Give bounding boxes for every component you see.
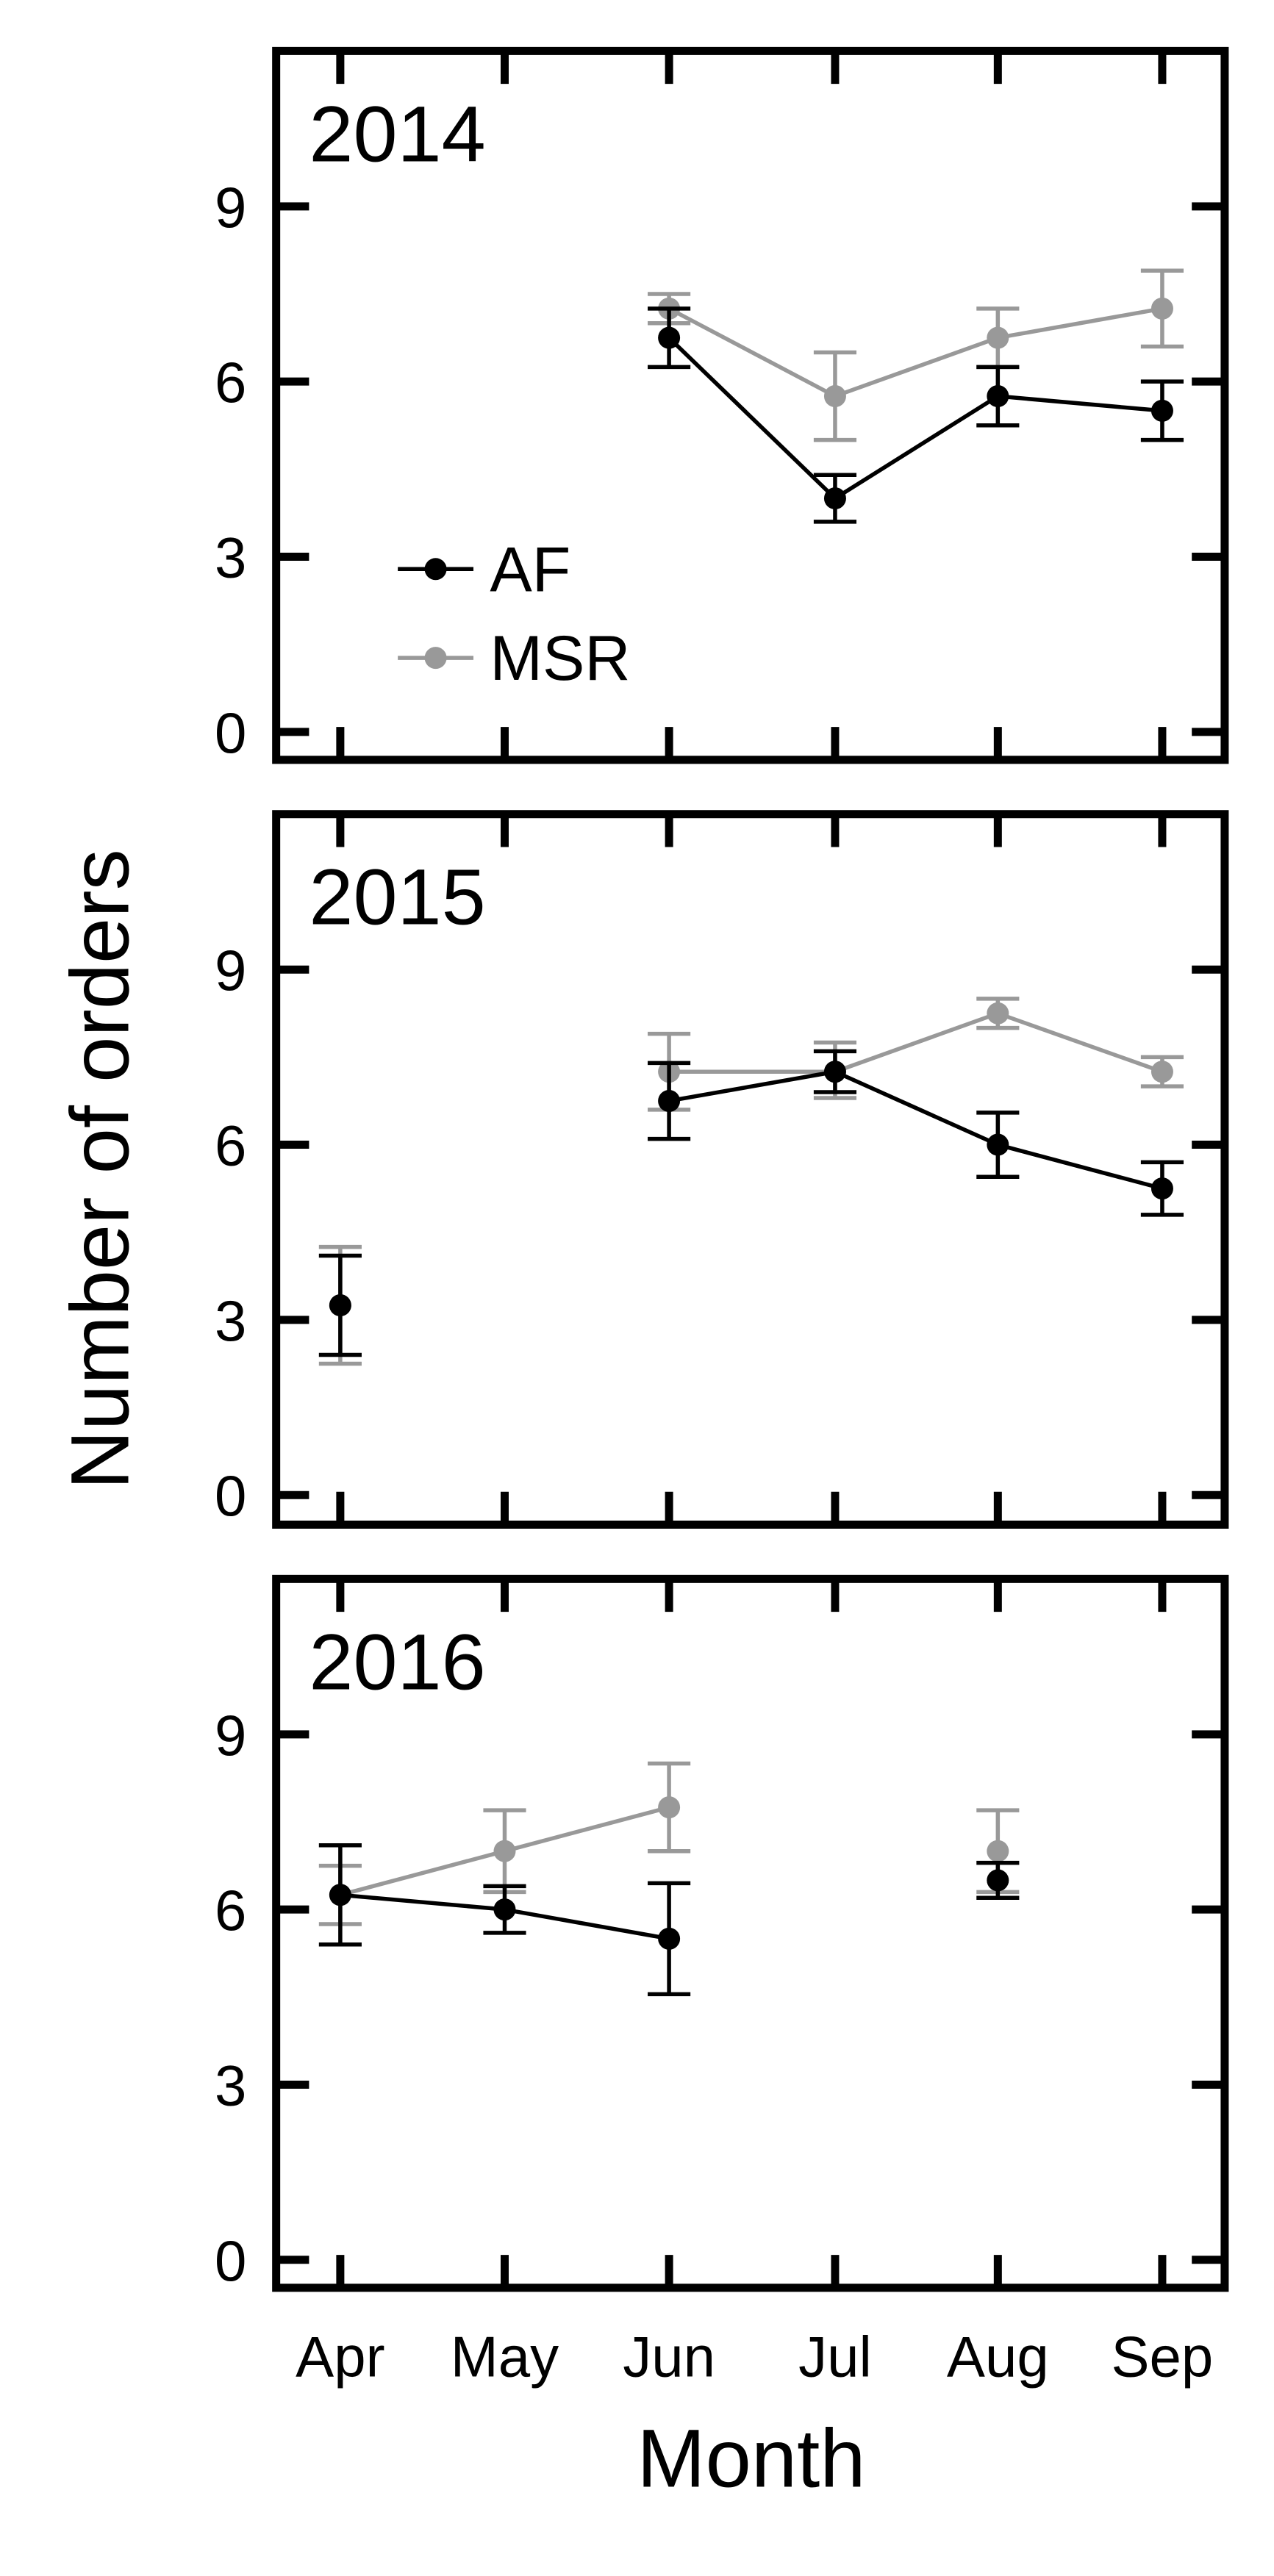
series-line-segment (997, 1142, 1163, 1191)
y-tick-label: 6 (215, 1113, 246, 1178)
data-point (658, 1089, 681, 1112)
data-point (823, 1061, 846, 1083)
series-line-segment (504, 1805, 670, 1854)
data-point (1150, 297, 1173, 320)
panel-2014: 0 3 6 9 2014 AF MSR (215, 46, 1229, 765)
y-tick-label: 0 (215, 700, 246, 765)
x-tick-label: Sep (1112, 2325, 1214, 2389)
legend-label: AF (490, 534, 570, 605)
x-tick-label: Apr (296, 2325, 384, 2389)
data-point (987, 1133, 1009, 1156)
y-axis-title: Number of orders (54, 849, 146, 1489)
legend-marker (424, 558, 447, 581)
y-tick-label: 0 (215, 2228, 246, 2293)
series-line-segment (668, 306, 837, 398)
data-point (1150, 1177, 1173, 1200)
data-point (823, 385, 846, 408)
data-point (1150, 399, 1173, 422)
x-tick-label: May (451, 2325, 559, 2389)
data-point (493, 1840, 516, 1862)
series-line-segment (340, 1849, 506, 1897)
legend: AF MSR (398, 534, 630, 694)
data-point (658, 1796, 681, 1819)
series-line-segment (668, 1069, 836, 1103)
y-tick-label: 9 (215, 1703, 246, 1768)
legend-marker (424, 647, 447, 670)
panel-frame (272, 1574, 1229, 2292)
x-tick-label: Jun (623, 2325, 715, 2389)
series-msr (318, 997, 1184, 1366)
data-point (329, 1294, 351, 1317)
x-tick-label: Aug (947, 2325, 1049, 2389)
data-point (658, 1927, 681, 1950)
x-axis-title: Month (637, 2413, 865, 2505)
legend-label: MSR (490, 623, 630, 694)
panel-frame (272, 46, 1229, 764)
y-tick-label: 3 (215, 2053, 246, 2117)
y-tick-label: 6 (215, 350, 246, 415)
data-point (987, 385, 1009, 408)
data-point (823, 487, 846, 510)
data-point (987, 1002, 1009, 1025)
data-point (987, 1869, 1009, 1892)
data-point (493, 1898, 516, 1921)
data-point (658, 326, 681, 349)
series-af (648, 306, 1184, 524)
panel-year-label: 2015 (309, 853, 485, 941)
series-af (318, 1049, 1184, 1357)
series-line-segment (998, 394, 1163, 413)
y-tick-label: 9 (215, 175, 246, 240)
series-line-segment (997, 1011, 1163, 1074)
series-af (318, 1843, 1020, 1997)
panel-2016: 0 3 6 9 2016 (215, 1574, 1229, 2293)
panel-frame (272, 810, 1229, 1529)
series-line-segment (997, 306, 1163, 340)
panel-2015: 0 3 6 9 2015 (215, 810, 1229, 1529)
panel-year-label: 2016 (309, 1617, 485, 1706)
series-line-segment (834, 1011, 999, 1074)
data-point (1150, 1061, 1173, 1083)
series-line-segment (834, 1069, 999, 1147)
panel-year-label: 2014 (309, 89, 485, 178)
series-line-segment (834, 394, 999, 501)
data-point (987, 326, 1009, 349)
data-point (987, 1840, 1009, 1862)
series-line-segment (668, 336, 837, 501)
y-tick-label: 3 (215, 1288, 246, 1353)
y-tick-label: 0 (215, 1463, 246, 1528)
series-msr (648, 268, 1184, 442)
series-line-segment (340, 1892, 505, 1912)
y-tick-label: 9 (215, 938, 246, 1002)
data-point (329, 1884, 351, 1906)
series-line-segment (504, 1907, 670, 1941)
series-line-segment (834, 336, 999, 398)
y-tick-label: 6 (215, 1878, 246, 1942)
x-tick-label: Jul (798, 2325, 872, 2389)
y-tick-label: 3 (215, 525, 246, 590)
